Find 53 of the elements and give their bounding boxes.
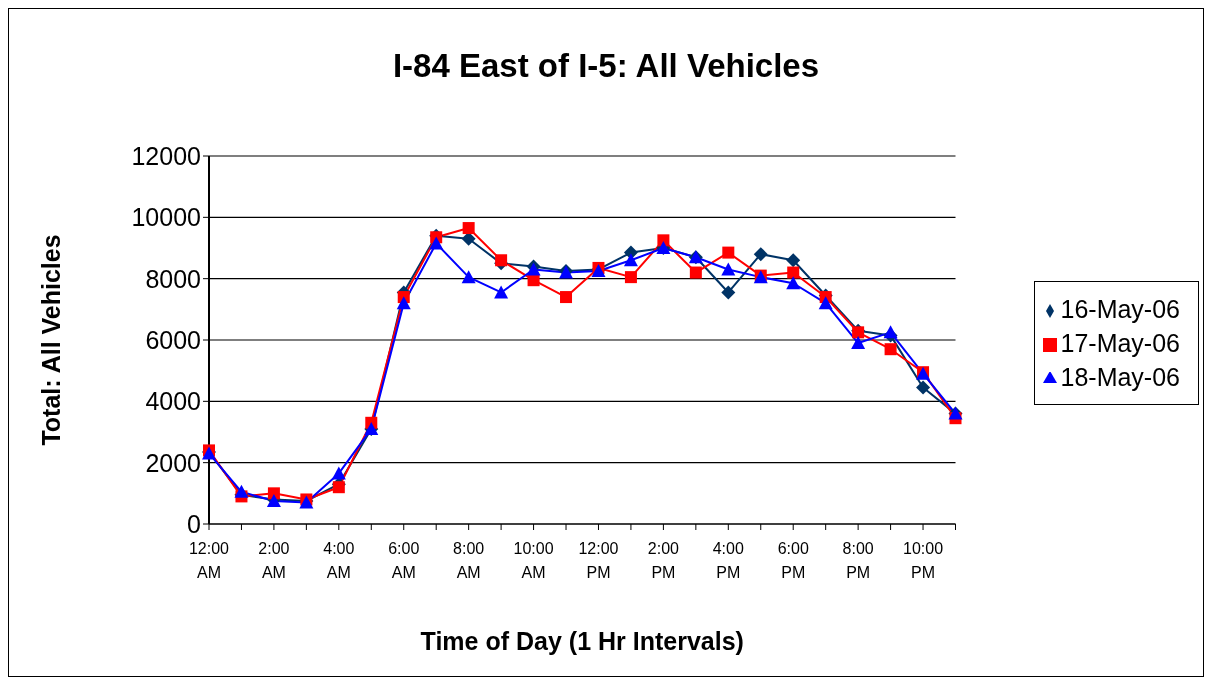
point bbox=[916, 380, 931, 395]
point bbox=[331, 466, 346, 480]
x-tick-label: 8:00 PM bbox=[842, 540, 874, 581]
x-tick-label: 12:00 AM bbox=[188, 540, 230, 581]
point bbox=[884, 343, 897, 356]
x-tick-label: 10:00 AM bbox=[513, 540, 554, 581]
point bbox=[234, 484, 249, 498]
y-tick-label: 8000 bbox=[145, 264, 201, 293]
point bbox=[722, 246, 735, 259]
y-tick-label: 10000 bbox=[131, 203, 201, 232]
x-tick-label: 4:00 AM bbox=[323, 540, 355, 581]
point bbox=[396, 296, 411, 310]
point bbox=[267, 487, 280, 500]
point bbox=[494, 285, 509, 299]
point bbox=[560, 291, 573, 304]
point bbox=[623, 253, 638, 267]
x-tick-label: 2:00 AM bbox=[258, 540, 290, 581]
x-tick-label: 6:00 PM bbox=[777, 540, 809, 581]
point bbox=[462, 222, 475, 235]
y-axis-title: Total: All Vehicles bbox=[36, 234, 65, 446]
point bbox=[787, 266, 800, 279]
point bbox=[461, 270, 476, 284]
y-tick-label: 6000 bbox=[145, 325, 201, 354]
y-tick-label: 2000 bbox=[145, 448, 201, 477]
legend-label: 17-May-06 bbox=[1060, 328, 1180, 357]
y-tick-label: 12000 bbox=[131, 141, 201, 170]
point bbox=[753, 247, 768, 262]
point bbox=[883, 325, 898, 339]
legend-label: 16-May-06 bbox=[1060, 294, 1180, 323]
x-tick-label: 2:00 PM bbox=[647, 540, 680, 581]
point bbox=[818, 296, 833, 310]
legend-label: 18-May-06 bbox=[1060, 362, 1180, 391]
y-tick-label: 0 bbox=[187, 509, 201, 538]
point bbox=[495, 254, 508, 267]
x-tick-label: 10:00 PM bbox=[903, 540, 944, 581]
point bbox=[657, 234, 670, 247]
point bbox=[721, 262, 736, 276]
point bbox=[786, 276, 801, 290]
x-axis-title: Time of Day (1 Hr Intervals) bbox=[420, 627, 744, 655]
point bbox=[332, 481, 345, 494]
point bbox=[721, 285, 736, 300]
x-tick-label: 8:00 AM bbox=[453, 540, 485, 581]
point bbox=[851, 336, 866, 350]
point bbox=[429, 236, 444, 250]
x-tick-label: 4:00 PM bbox=[712, 540, 744, 581]
x-tick-label: 6:00 AM bbox=[388, 540, 420, 581]
y-tick-label: 4000 bbox=[145, 387, 201, 416]
point bbox=[786, 253, 801, 268]
point bbox=[689, 266, 702, 279]
point bbox=[527, 274, 540, 287]
x-tick-label: 12:00 PM bbox=[578, 540, 619, 581]
chart-title: I-84 East of I-5: All Vehicles bbox=[391, 47, 821, 85]
point bbox=[624, 271, 637, 284]
